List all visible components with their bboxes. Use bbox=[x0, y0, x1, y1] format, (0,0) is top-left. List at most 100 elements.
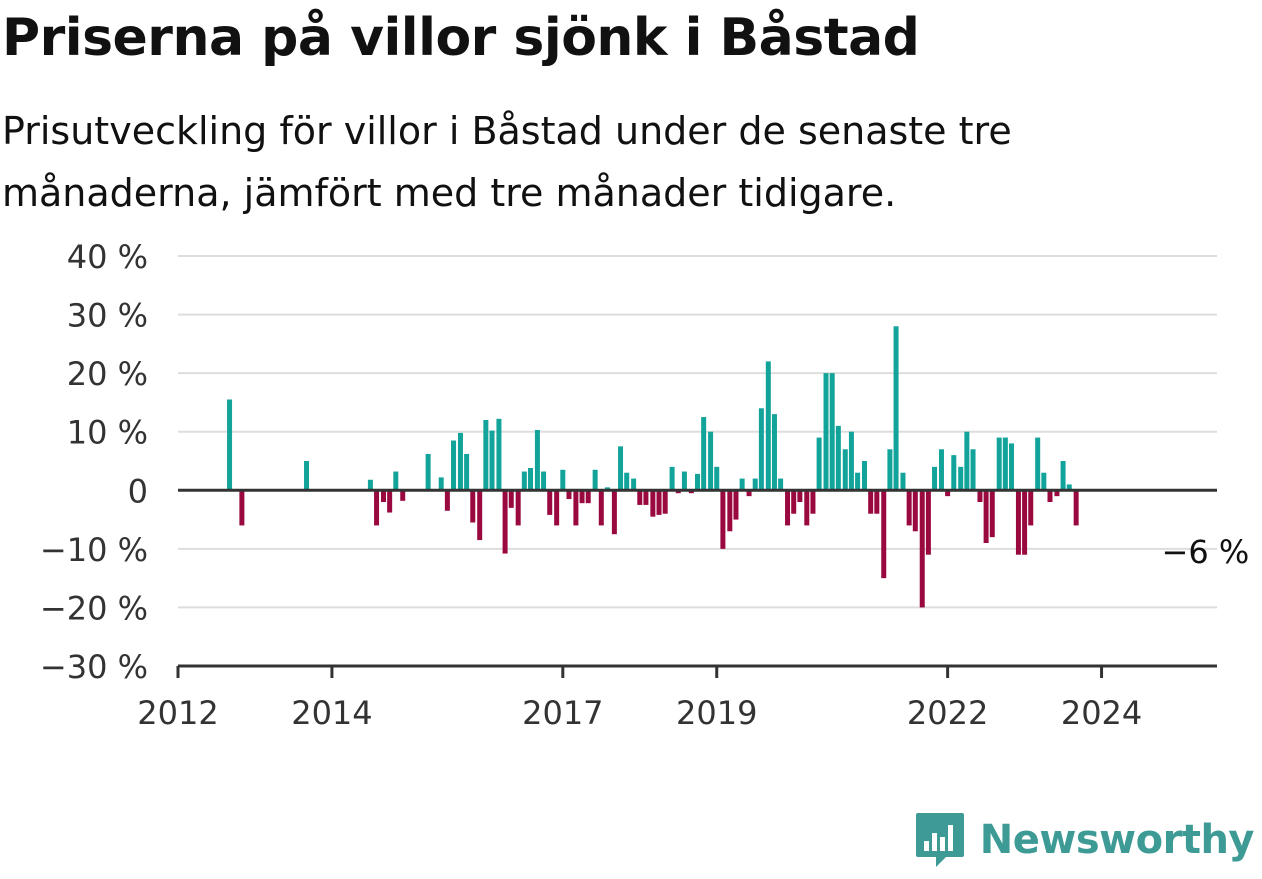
bar bbox=[393, 471, 399, 491]
y-tick-label: −20 % bbox=[40, 589, 148, 627]
gridlines bbox=[178, 255, 1217, 609]
x-tick-label: 2022 bbox=[907, 694, 988, 732]
bar bbox=[983, 490, 989, 543]
bar bbox=[708, 431, 714, 491]
bar bbox=[842, 449, 848, 491]
brand-name: Newsworthy bbox=[979, 817, 1255, 863]
bar bbox=[585, 490, 591, 504]
bar bbox=[765, 361, 771, 491]
bar bbox=[457, 432, 463, 491]
bar bbox=[900, 472, 906, 491]
bar bbox=[527, 468, 533, 491]
bar bbox=[631, 478, 637, 491]
bar bbox=[508, 490, 514, 508]
x-axis-labels: 2012 2014 2017 2019 2022 2024 bbox=[137, 694, 1142, 732]
y-tick-label: 20 % bbox=[67, 355, 148, 393]
x-tick-label: 2014 bbox=[291, 694, 372, 732]
bar bbox=[701, 417, 707, 491]
bar bbox=[893, 326, 899, 491]
bar bbox=[444, 490, 450, 511]
bar bbox=[304, 461, 310, 491]
bar bbox=[912, 490, 918, 532]
bar bbox=[650, 490, 656, 517]
bar bbox=[758, 408, 764, 491]
annotations: −6 % bbox=[1162, 533, 1250, 571]
bar bbox=[573, 490, 579, 526]
bar bbox=[925, 490, 931, 555]
bar bbox=[714, 466, 720, 491]
bar bbox=[989, 490, 995, 538]
y-tick-label: 30 % bbox=[67, 297, 148, 335]
y-axis-labels: 40 % 30 % 20 % 10 % 0 −10 % −20 % −30 % bbox=[40, 238, 148, 686]
bar bbox=[1022, 490, 1028, 555]
bar bbox=[785, 490, 791, 526]
bar bbox=[810, 490, 816, 514]
bar bbox=[727, 490, 733, 532]
y-tick-label: −10 % bbox=[40, 531, 148, 569]
x-tick-label: 2019 bbox=[676, 694, 757, 732]
bar bbox=[1066, 484, 1072, 491]
brand: Newsworthy bbox=[914, 811, 1255, 869]
bar bbox=[739, 478, 745, 491]
bar bbox=[470, 490, 476, 523]
bar bbox=[932, 466, 938, 491]
bar bbox=[829, 373, 835, 491]
bar bbox=[733, 490, 739, 520]
bar bbox=[560, 469, 566, 491]
bar bbox=[662, 490, 668, 514]
bar bbox=[367, 479, 373, 491]
bar bbox=[791, 490, 797, 514]
bar bbox=[618, 446, 624, 491]
bar bbox=[502, 490, 508, 554]
bar bbox=[868, 490, 874, 514]
bar bbox=[477, 490, 483, 541]
bar bbox=[752, 478, 758, 491]
y-tick-label: 40 % bbox=[67, 238, 148, 276]
bar bbox=[804, 490, 810, 526]
axes bbox=[176, 488, 1217, 678]
bar bbox=[996, 437, 1002, 491]
bar bbox=[848, 431, 854, 491]
bar bbox=[964, 431, 970, 491]
y-tick-label: 0 bbox=[128, 472, 148, 510]
bar bbox=[1028, 490, 1034, 526]
bar bbox=[554, 490, 560, 526]
bar bbox=[464, 453, 470, 491]
bar bbox=[695, 473, 700, 491]
bar bbox=[669, 466, 675, 491]
bar bbox=[720, 490, 726, 549]
bar bbox=[1054, 490, 1060, 497]
bar bbox=[1073, 490, 1079, 526]
bar bbox=[835, 425, 841, 491]
bar bbox=[496, 418, 502, 491]
bar bbox=[977, 490, 983, 502]
y-tick-label: −30 % bbox=[40, 648, 148, 686]
bar bbox=[771, 414, 777, 491]
bar bbox=[1002, 437, 1008, 491]
bar bbox=[906, 490, 912, 526]
bar bbox=[874, 490, 880, 514]
chart-title: Priserna på villor sjönk i Båstad bbox=[2, 8, 920, 68]
bar bbox=[823, 373, 829, 491]
bar bbox=[887, 449, 893, 491]
bar bbox=[1047, 490, 1053, 502]
bar bbox=[387, 490, 393, 513]
bar bbox=[541, 471, 547, 491]
bar bbox=[643, 490, 649, 505]
bar bbox=[547, 490, 553, 515]
bar bbox=[938, 449, 944, 491]
bar bbox=[1041, 472, 1047, 491]
bar bbox=[483, 420, 489, 491]
bar bbox=[521, 471, 527, 491]
bar bbox=[579, 490, 585, 504]
bar bbox=[970, 449, 976, 491]
bar bbox=[374, 490, 380, 526]
bar bbox=[637, 490, 643, 505]
y-tick-label: 10 % bbox=[67, 414, 148, 452]
bar bbox=[1035, 437, 1041, 491]
bar bbox=[919, 490, 925, 608]
bar bbox=[611, 490, 617, 535]
bar bbox=[598, 490, 604, 526]
bar bbox=[656, 490, 662, 515]
